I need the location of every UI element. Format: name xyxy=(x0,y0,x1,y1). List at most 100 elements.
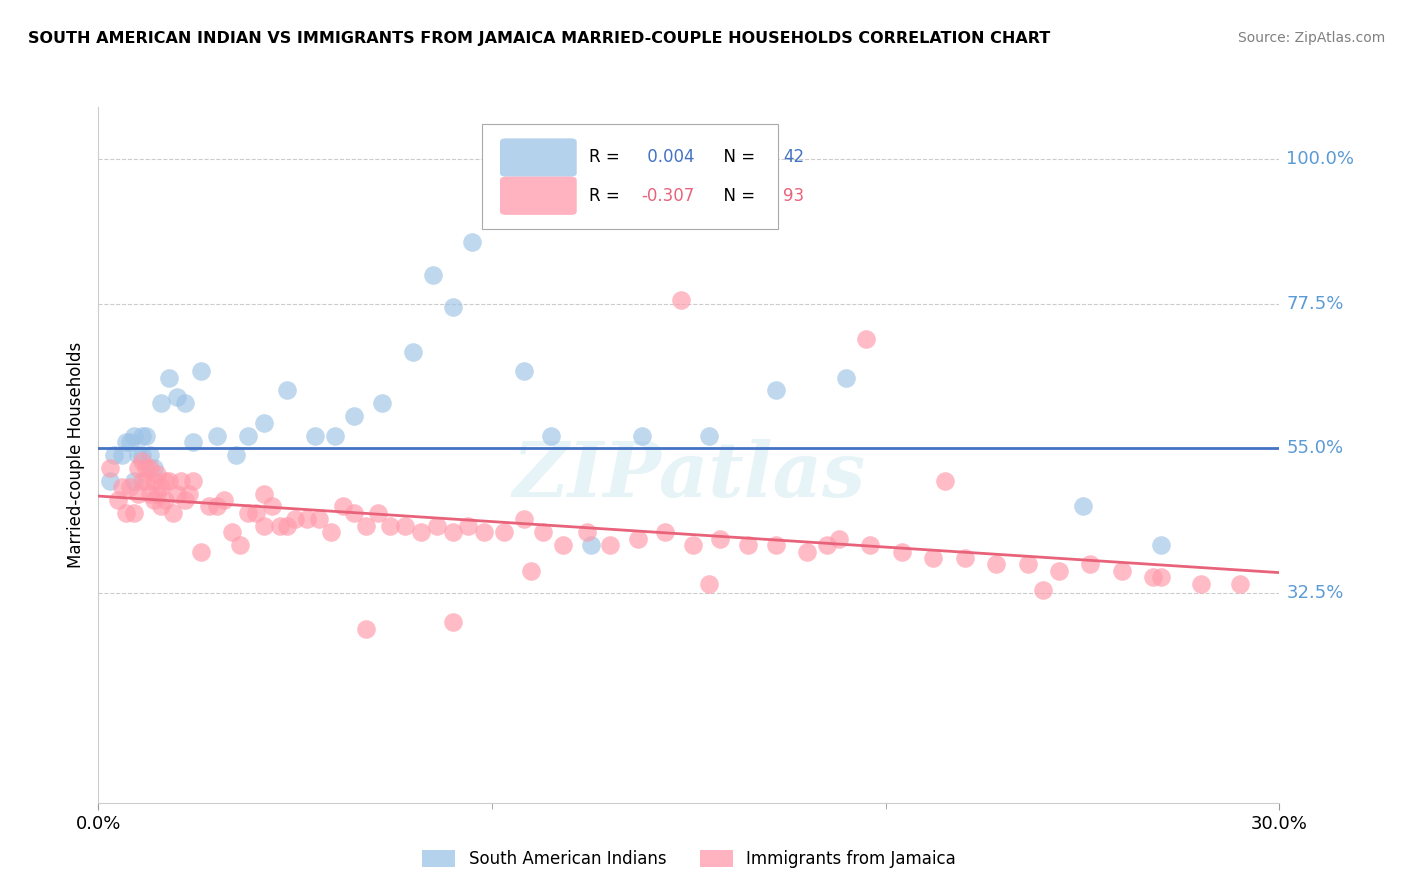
Point xyxy=(441,615,464,630)
Text: 55.0%: 55.0% xyxy=(1286,440,1344,458)
Point xyxy=(426,518,449,533)
Point xyxy=(174,493,197,508)
Point xyxy=(174,396,197,410)
Point xyxy=(354,622,377,636)
Text: 0.004: 0.004 xyxy=(641,148,695,167)
Point xyxy=(103,448,125,462)
Point xyxy=(481,196,503,211)
Point xyxy=(150,500,173,514)
Text: 100.0%: 100.0% xyxy=(1286,150,1354,168)
Point xyxy=(122,506,145,520)
Point xyxy=(98,460,121,475)
Text: ZIPatlas: ZIPatlas xyxy=(512,439,866,513)
Point xyxy=(520,564,543,578)
Text: Source: ZipAtlas.com: Source: ZipAtlas.com xyxy=(1237,31,1385,45)
Point xyxy=(1150,538,1173,552)
Point xyxy=(1017,558,1039,572)
Point xyxy=(669,293,692,308)
Point xyxy=(157,370,180,384)
Point xyxy=(859,538,882,552)
Point xyxy=(378,518,401,533)
Point xyxy=(115,506,138,520)
Point xyxy=(367,506,389,520)
Point xyxy=(953,551,976,566)
Point xyxy=(229,538,252,552)
Point xyxy=(457,518,479,533)
Point xyxy=(627,532,650,546)
Point xyxy=(253,416,276,430)
Point xyxy=(118,480,141,494)
Text: R =: R = xyxy=(589,148,624,167)
Point xyxy=(190,544,212,558)
Point xyxy=(599,538,621,552)
Point xyxy=(1032,583,1054,598)
Point xyxy=(411,525,433,540)
Point xyxy=(1189,576,1212,591)
Point xyxy=(402,344,425,359)
Point xyxy=(922,551,945,566)
Point xyxy=(127,460,149,475)
Point xyxy=(890,544,912,558)
Point xyxy=(1071,500,1094,514)
FancyBboxPatch shape xyxy=(501,138,576,177)
Point xyxy=(142,460,165,475)
Point xyxy=(111,480,134,494)
Point xyxy=(253,518,276,533)
Point xyxy=(540,428,562,442)
Point xyxy=(131,428,153,442)
Point xyxy=(796,544,818,558)
Point xyxy=(131,474,153,488)
Point xyxy=(295,512,318,526)
FancyBboxPatch shape xyxy=(501,177,576,215)
Point xyxy=(205,428,228,442)
Text: N =: N = xyxy=(713,148,759,167)
Point xyxy=(654,525,676,540)
Point xyxy=(155,474,177,488)
Point xyxy=(284,512,307,526)
Point xyxy=(855,332,877,346)
Point xyxy=(472,525,495,540)
Point xyxy=(492,525,515,540)
Point xyxy=(253,486,276,500)
Point xyxy=(142,493,165,508)
Point xyxy=(122,428,145,442)
Point xyxy=(146,486,169,500)
Point xyxy=(531,525,554,540)
Point xyxy=(441,300,464,314)
Point xyxy=(815,538,838,552)
Point xyxy=(166,486,188,500)
Point xyxy=(205,500,228,514)
Point xyxy=(177,486,200,500)
Point xyxy=(441,525,464,540)
Point xyxy=(221,525,243,540)
Point xyxy=(697,428,720,442)
Point xyxy=(276,518,298,533)
Text: N =: N = xyxy=(713,186,759,205)
Point xyxy=(260,500,283,514)
Point xyxy=(127,448,149,462)
Point xyxy=(138,460,160,475)
Y-axis label: Married-couple Households: Married-couple Households xyxy=(66,342,84,568)
Point xyxy=(98,474,121,488)
Point xyxy=(150,480,173,494)
Point xyxy=(319,525,342,540)
Point xyxy=(225,448,247,462)
Point xyxy=(371,396,394,410)
Point xyxy=(323,428,346,442)
Point xyxy=(579,538,602,552)
Point xyxy=(332,500,354,514)
Point xyxy=(697,576,720,591)
Point xyxy=(765,384,787,398)
Point xyxy=(214,493,236,508)
Point xyxy=(131,454,153,468)
Point xyxy=(127,486,149,500)
Point xyxy=(111,448,134,462)
Point xyxy=(197,500,219,514)
Point xyxy=(269,518,291,533)
Point xyxy=(461,235,484,250)
Point xyxy=(1047,564,1070,578)
Point xyxy=(575,525,598,540)
Point xyxy=(135,428,157,442)
Point xyxy=(512,364,534,378)
Text: 93: 93 xyxy=(783,186,804,205)
